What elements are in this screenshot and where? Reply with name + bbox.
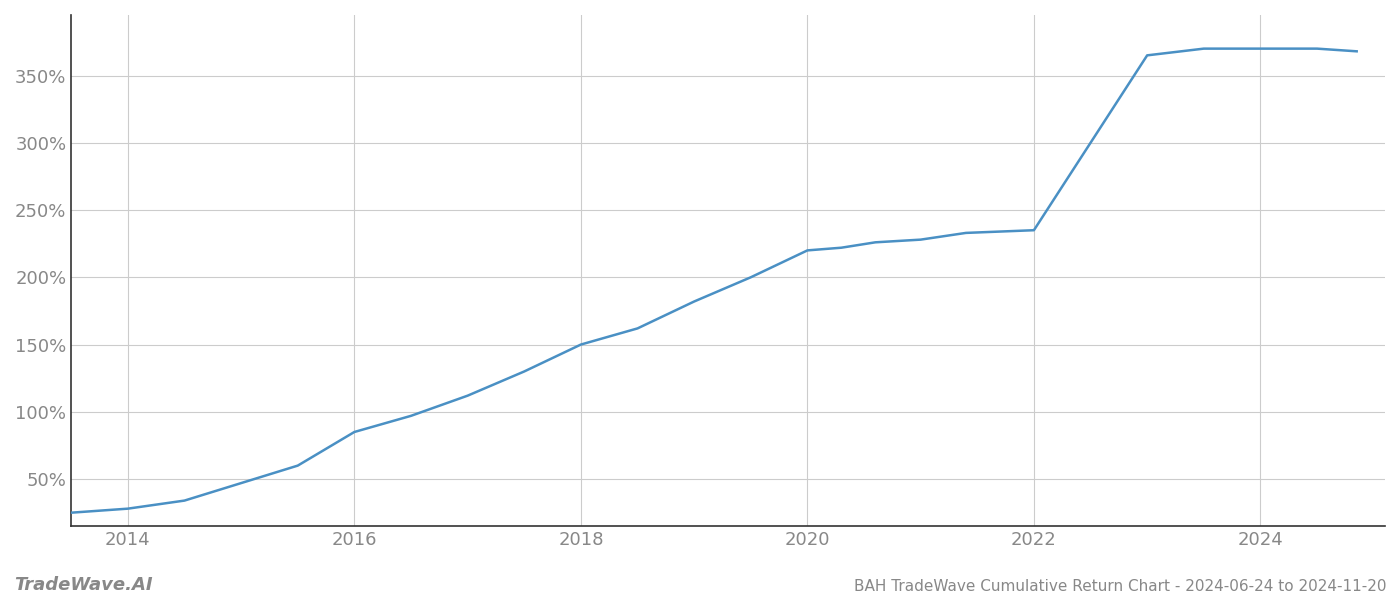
Text: BAH TradeWave Cumulative Return Chart - 2024-06-24 to 2024-11-20: BAH TradeWave Cumulative Return Chart - … xyxy=(854,579,1386,594)
Text: TradeWave.AI: TradeWave.AI xyxy=(14,576,153,594)
